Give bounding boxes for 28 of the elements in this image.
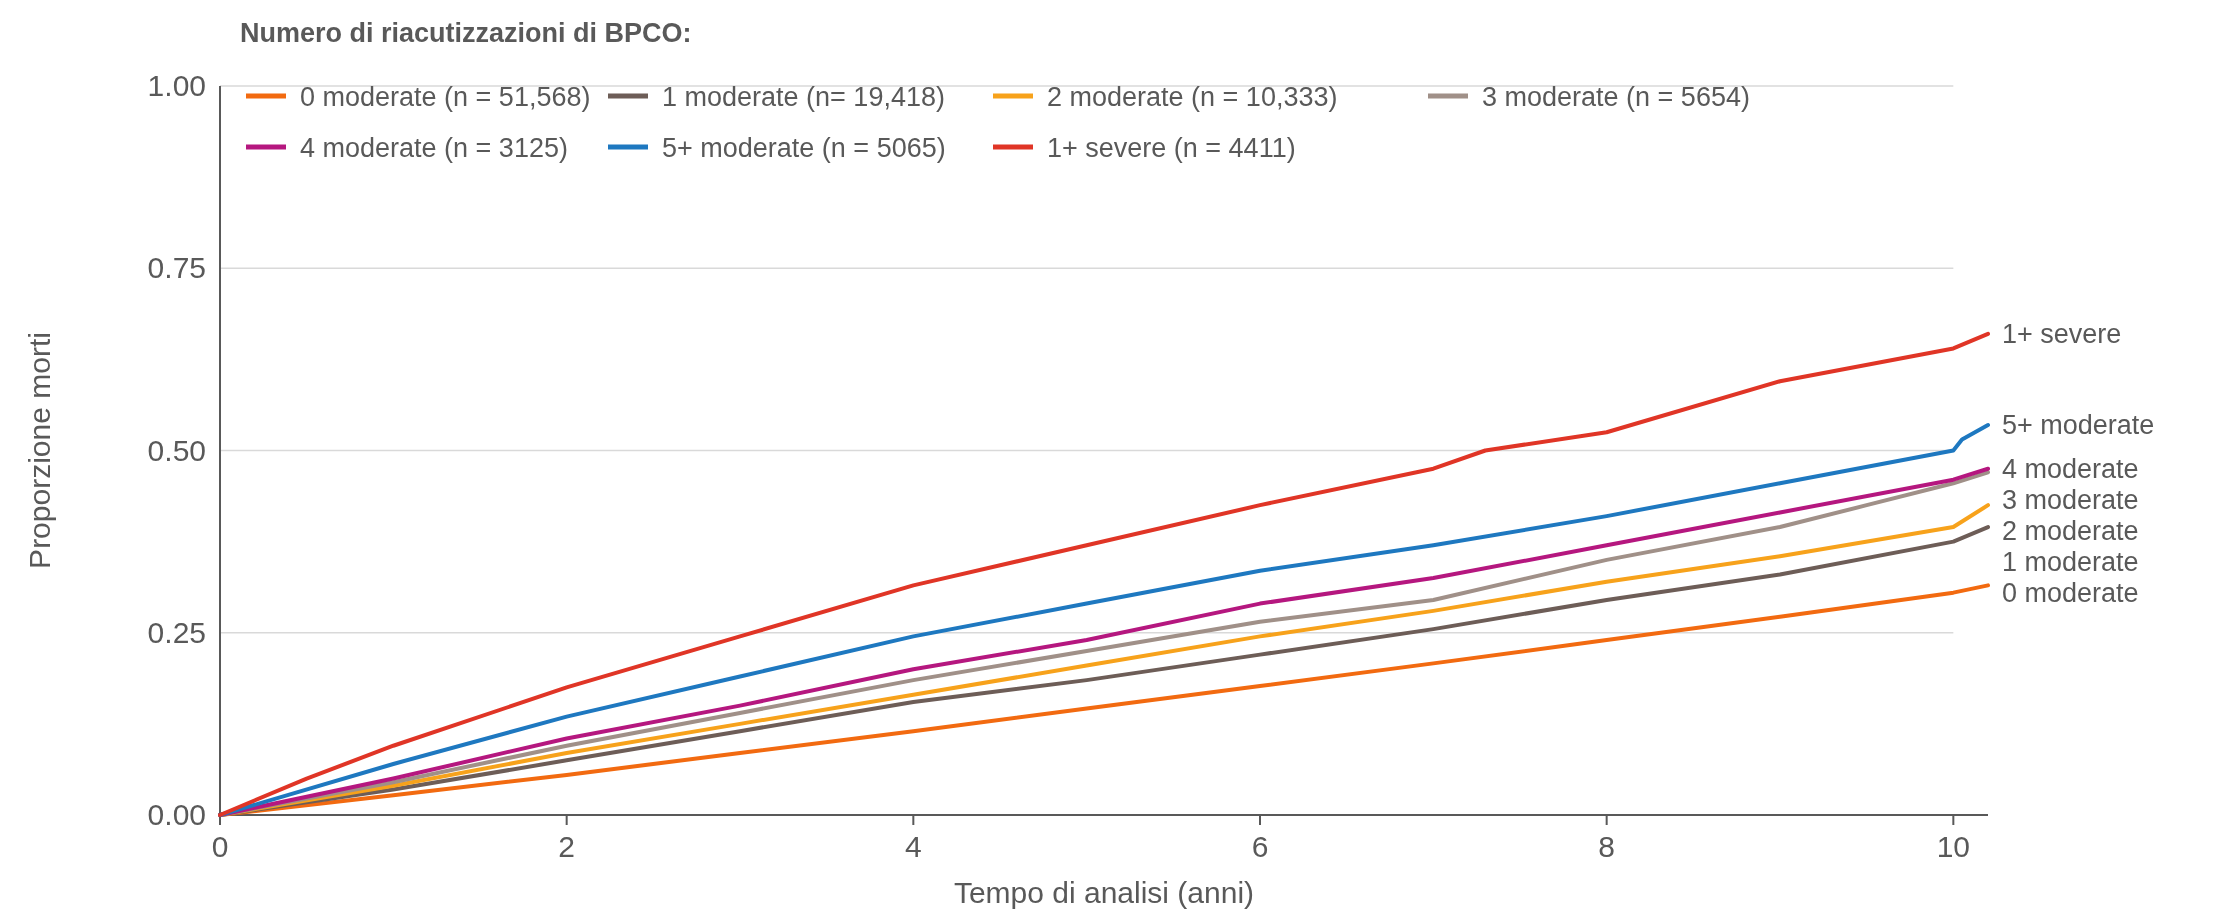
x-tick-label: 2 xyxy=(558,830,576,863)
y-axis-title: Proporzione morti xyxy=(23,332,56,569)
legend-label: 0 moderate (n = 51,568) xyxy=(300,82,591,112)
legend-label: 5+ moderate (n = 5065) xyxy=(662,133,946,163)
x-tick-label: 8 xyxy=(1598,830,1616,863)
y-tick-label: 0.00 xyxy=(147,798,206,831)
legend-label: 3 moderate (n = 5654) xyxy=(1482,82,1750,112)
text: 1 moderate xyxy=(2002,546,2139,577)
text: 1+ severe xyxy=(2002,318,2122,349)
x-tick-label: 6 xyxy=(1251,830,1269,863)
legend-label: 1+ severe (n = 4411) xyxy=(1047,133,1296,163)
y-tick-label: 0.75 xyxy=(147,251,206,285)
x-axis-title: Tempo di analisi (anni) xyxy=(953,876,1255,909)
text: 0 moderate xyxy=(2002,577,2139,608)
legend-title: Numero di riacutizzazioni di BPCO: xyxy=(240,18,692,48)
text: 3 moderate xyxy=(2002,484,2139,515)
legend-label: 4 moderate (n = 3125) xyxy=(300,133,568,163)
x-tick-label: 0 xyxy=(211,830,229,863)
text: 2 moderate xyxy=(2002,515,2139,546)
legend-label: 2 moderate (n = 10,333) xyxy=(1047,82,1338,112)
x-tick-label: 4 xyxy=(904,830,922,863)
y-tick-label: 0.25 xyxy=(147,615,206,649)
text: 5+ moderate xyxy=(2002,409,2155,440)
x-tick-label: 10 xyxy=(1936,830,1971,863)
y-tick-label: 1.00 xyxy=(147,69,206,102)
text: 4 moderate xyxy=(2002,453,2139,484)
y-tick-label: 0.50 xyxy=(147,433,206,467)
legend-label: 1 moderate (n= 19,418) xyxy=(662,82,945,112)
